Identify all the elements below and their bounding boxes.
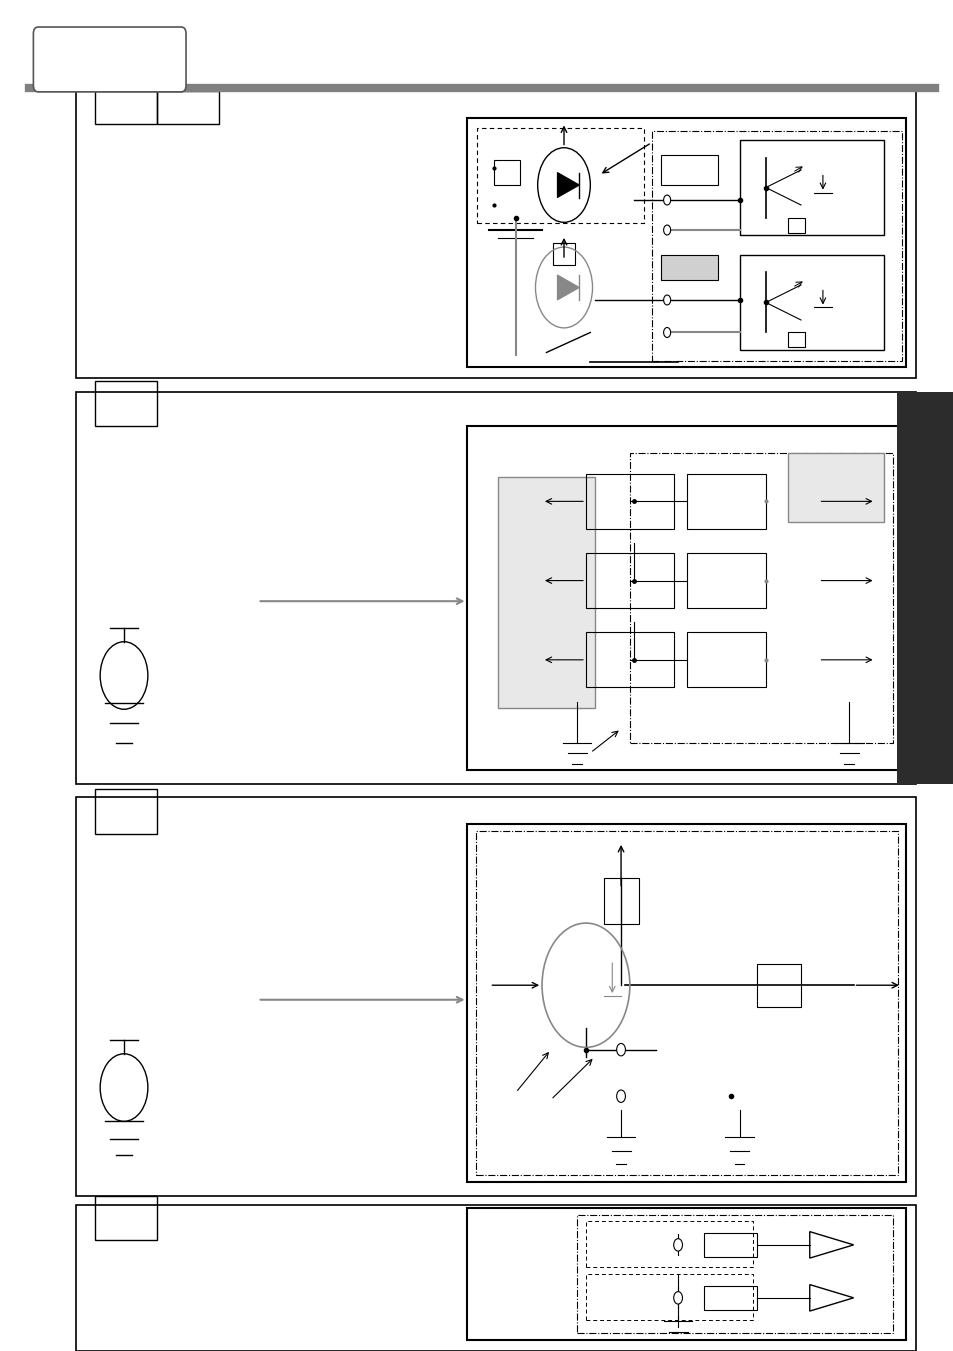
Bar (95, 789, 157, 834)
Bar (585, 553, 673, 608)
Bar (585, 474, 673, 528)
Bar (95, 381, 157, 426)
Bar (651, 131, 901, 361)
Polygon shape (557, 276, 578, 300)
Bar (703, 1233, 757, 1256)
Bar (896, 392, 953, 784)
Circle shape (663, 226, 670, 235)
Bar (659, 255, 717, 280)
Circle shape (616, 1043, 625, 1056)
Bar (76, 797, 915, 1196)
Circle shape (663, 295, 670, 305)
Bar (497, 477, 594, 708)
Bar (467, 426, 905, 770)
Circle shape (673, 1239, 681, 1251)
FancyBboxPatch shape (33, 27, 186, 92)
Bar (739, 141, 883, 235)
Bar (603, 878, 638, 924)
Bar (95, 1196, 157, 1240)
Bar (787, 453, 883, 521)
Circle shape (616, 1090, 625, 1102)
Bar (494, 159, 519, 185)
Bar (467, 824, 905, 1182)
Bar (76, 1205, 915, 1351)
Bar (476, 831, 897, 1175)
Bar (95, 91, 157, 124)
Bar (787, 218, 804, 232)
Bar (629, 453, 892, 743)
Bar (757, 963, 801, 1006)
Bar (553, 243, 575, 265)
Bar (585, 632, 673, 688)
Circle shape (663, 327, 670, 338)
Bar (686, 553, 765, 608)
Bar (476, 127, 643, 223)
Bar (157, 91, 219, 124)
Bar (703, 1286, 757, 1309)
Bar (76, 392, 915, 784)
Bar (686, 632, 765, 688)
Bar (467, 118, 905, 367)
Circle shape (673, 1292, 681, 1304)
Bar (76, 88, 915, 378)
Bar (467, 1208, 905, 1340)
Polygon shape (557, 173, 578, 197)
Bar (686, 474, 765, 528)
Bar (659, 155, 717, 185)
Bar (585, 1221, 752, 1267)
Bar (585, 1274, 752, 1320)
Bar (739, 255, 883, 350)
Bar (577, 1215, 892, 1333)
Circle shape (663, 195, 670, 205)
Bar (787, 332, 804, 347)
